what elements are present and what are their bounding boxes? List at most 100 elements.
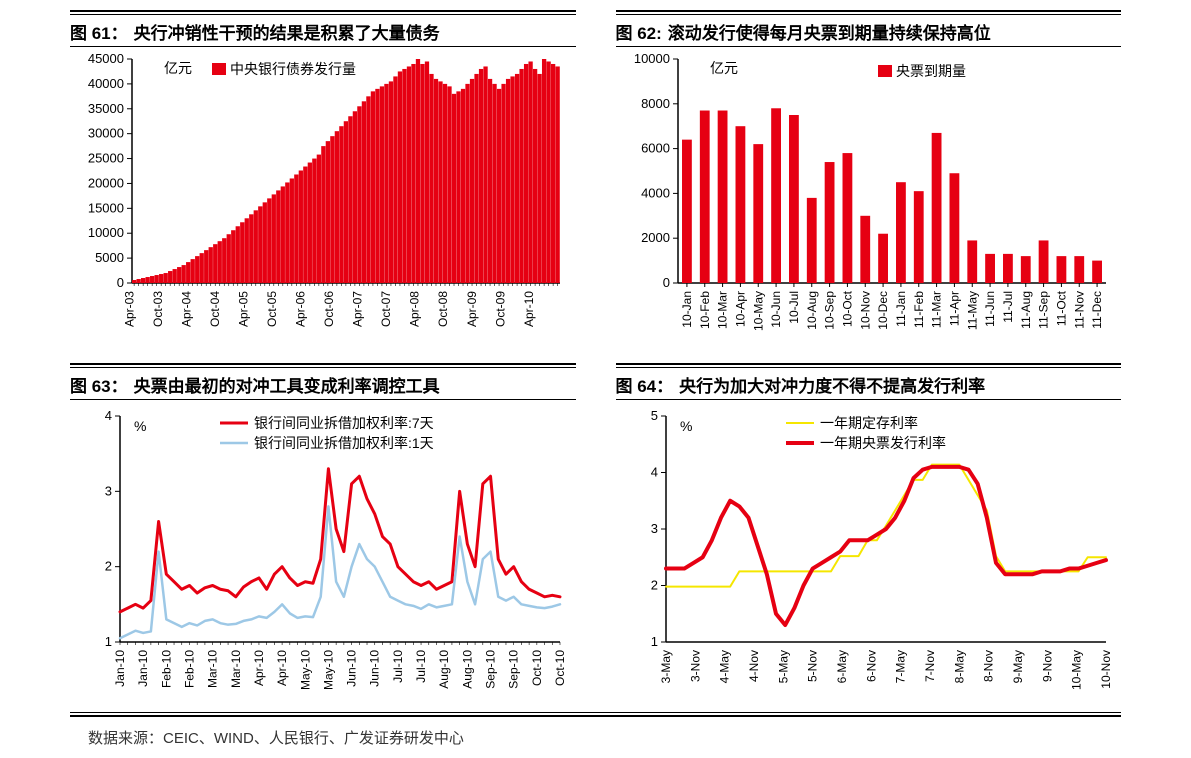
svg-text:2000: 2000 — [641, 230, 670, 245]
svg-text:4000: 4000 — [641, 185, 670, 200]
svg-text:Aug-10: Aug-10 — [437, 650, 451, 689]
fig-label: 图 63： — [70, 372, 128, 397]
svg-text:Oct-06: Oct-06 — [322, 291, 336, 327]
fig-title: 央行为加大对冲力度不得不提高发行利率 — [679, 372, 985, 397]
svg-text:3: 3 — [105, 483, 112, 498]
svg-text:5: 5 — [650, 408, 657, 423]
svg-text:Jan-10: Jan-10 — [136, 650, 150, 687]
svg-text:11-Jan: 11-Jan — [893, 291, 907, 327]
svg-text:8000: 8000 — [641, 96, 670, 111]
title-under-rule — [616, 46, 1122, 47]
svg-text:5000: 5000 — [95, 250, 124, 265]
svg-text:Mar-10: Mar-10 — [206, 650, 220, 688]
panel-64: 图 64： 央行为加大对冲力度不得不提高发行利率 123453-May3-Nov… — [616, 363, 1122, 706]
fig-label: 图 62: — [616, 19, 662, 44]
svg-text:6-Nov: 6-Nov — [864, 650, 878, 682]
svg-text:10-Nov: 10-Nov — [1099, 650, 1113, 689]
svg-text:1: 1 — [650, 634, 657, 649]
svg-text:3-May: 3-May — [659, 650, 673, 683]
svg-text:Mar-10: Mar-10 — [229, 650, 243, 688]
svg-text:30000: 30000 — [88, 126, 124, 141]
svg-text:11-Mar: 11-Mar — [929, 291, 943, 328]
fig-title: 滚动发行使得每月央票到期量持续保持高位 — [668, 19, 991, 44]
svg-text:亿元: 亿元 — [164, 60, 192, 76]
svg-text:11-Nov: 11-Nov — [1072, 291, 1086, 329]
svg-text:11-Dec: 11-Dec — [1090, 291, 1104, 329]
title-under-rule — [70, 399, 576, 400]
svg-text:11-Jun: 11-Jun — [983, 291, 997, 327]
svg-text:10-Dec: 10-Dec — [876, 291, 890, 330]
panel-62: 图 62: 滚动发行使得每月央票到期量持续保持高位 0 2000 4000 6000 8… — [616, 10, 1122, 343]
fig-label: 图 61： — [70, 19, 128, 44]
chart-64: 123453-May3-Nov4-May4-Nov5-May5-Nov6-May… — [616, 406, 1122, 706]
svg-text:Apr-09: Apr-09 — [465, 291, 479, 327]
chart-63: 1234Jan-10Jan-10Feb-10Feb-10Mar-10Mar-10… — [70, 406, 576, 706]
svg-text:6000: 6000 — [641, 141, 670, 156]
svg-text:Oct-03: Oct-03 — [151, 291, 165, 327]
svg-text:10-May: 10-May — [1069, 650, 1083, 690]
svg-text:2: 2 — [105, 559, 112, 574]
svg-text:Feb-10: Feb-10 — [182, 650, 196, 688]
svg-text:10-Aug: 10-Aug — [804, 291, 818, 330]
svg-text:15000: 15000 — [88, 200, 124, 215]
svg-text:2: 2 — [650, 578, 657, 593]
svg-text:7-May: 7-May — [893, 650, 907, 683]
svg-text:10000: 10000 — [633, 53, 669, 66]
svg-text:3: 3 — [650, 521, 657, 536]
svg-text:Oct-05: Oct-05 — [265, 291, 279, 327]
svg-text:4: 4 — [650, 465, 657, 480]
svg-text:亿元: 亿元 — [710, 60, 738, 76]
svg-text:央票到期量: 央票到期量 — [896, 63, 966, 79]
svg-text:9-Nov: 9-Nov — [1040, 650, 1054, 682]
svg-text:Apr-08: Apr-08 — [408, 291, 422, 327]
svg-text:35000: 35000 — [88, 101, 124, 116]
svg-text:10-Mar: 10-Mar — [715, 291, 729, 329]
svg-text:10-May: 10-May — [751, 291, 765, 331]
svg-text:%: % — [134, 418, 146, 434]
svg-text:Oct-10: Oct-10 — [553, 650, 567, 686]
panel-61: 图 61： 央行冲销性干预的结果是积累了大量债务 0 5000 10000 15000… — [70, 10, 576, 343]
svg-text:May-10: May-10 — [321, 650, 335, 690]
svg-text:Jul-10: Jul-10 — [414, 650, 428, 683]
svg-text:Apr-06: Apr-06 — [294, 291, 308, 327]
panel-63: 图 63： 央票由最初的对冲工具变成利率调控工具 1234Jan-10Jan-1… — [70, 363, 576, 706]
svg-text:7-Nov: 7-Nov — [923, 650, 937, 682]
svg-text:一年期定存利率: 一年期定存利率 — [820, 415, 918, 431]
svg-text:10-Feb: 10-Feb — [697, 291, 711, 329]
svg-text:11-Apr: 11-Apr — [947, 291, 961, 326]
svg-text:6-May: 6-May — [835, 650, 849, 683]
svg-text:1: 1 — [105, 634, 112, 649]
svg-text:4-Nov: 4-Nov — [747, 650, 761, 682]
svg-text:10-Oct: 10-Oct — [840, 290, 854, 327]
svg-text:10000: 10000 — [88, 225, 124, 240]
bottom-rules — [70, 712, 1121, 717]
svg-text:10-Apr: 10-Apr — [733, 291, 747, 327]
title-under-rule — [70, 46, 576, 47]
svg-text:10-Jul: 10-Jul — [786, 291, 800, 324]
svg-text:Feb-10: Feb-10 — [159, 650, 173, 688]
svg-text:Sep-10: Sep-10 — [484, 650, 498, 689]
svg-text:10-Sep: 10-Sep — [822, 291, 836, 330]
svg-text:5-May: 5-May — [776, 650, 790, 683]
svg-text:银行间同业拆借加权利率:1天: 银行间同业拆借加权利率:1天 — [254, 435, 434, 451]
svg-text:Jun-10: Jun-10 — [345, 650, 359, 687]
svg-text:Apr-04: Apr-04 — [179, 291, 193, 327]
title-row-61: 图 61： 央行冲销性干预的结果是积累了大量债务 — [70, 15, 576, 46]
svg-text:0: 0 — [117, 275, 124, 290]
chart-61: 0500010000150002000025000300003500040000… — [70, 53, 576, 343]
svg-text:10-Nov: 10-Nov — [858, 291, 872, 330]
svg-text:Sep-10: Sep-10 — [507, 650, 521, 689]
title-row-63: 图 63： 央票由最初的对冲工具变成利率调控工具 — [70, 368, 576, 399]
svg-text:8-Nov: 8-Nov — [981, 650, 995, 682]
svg-text:Apr-07: Apr-07 — [351, 291, 365, 327]
svg-text:11-Aug: 11-Aug — [1018, 291, 1032, 329]
svg-text:11-May: 11-May — [965, 291, 979, 330]
svg-text:8-May: 8-May — [952, 650, 966, 683]
svg-text:%: % — [680, 418, 692, 434]
svg-text:一年期央票发行利率: 一年期央票发行利率 — [820, 435, 946, 451]
title-row-62: 图 62: 滚动发行使得每月央票到期量持续保持高位 — [616, 15, 1122, 46]
svg-text:11-Oct: 11-Oct — [1054, 290, 1068, 326]
svg-text:11-Feb: 11-Feb — [911, 291, 925, 328]
svg-text:0: 0 — [662, 275, 669, 290]
svg-text:Apr-10: Apr-10 — [275, 650, 289, 686]
